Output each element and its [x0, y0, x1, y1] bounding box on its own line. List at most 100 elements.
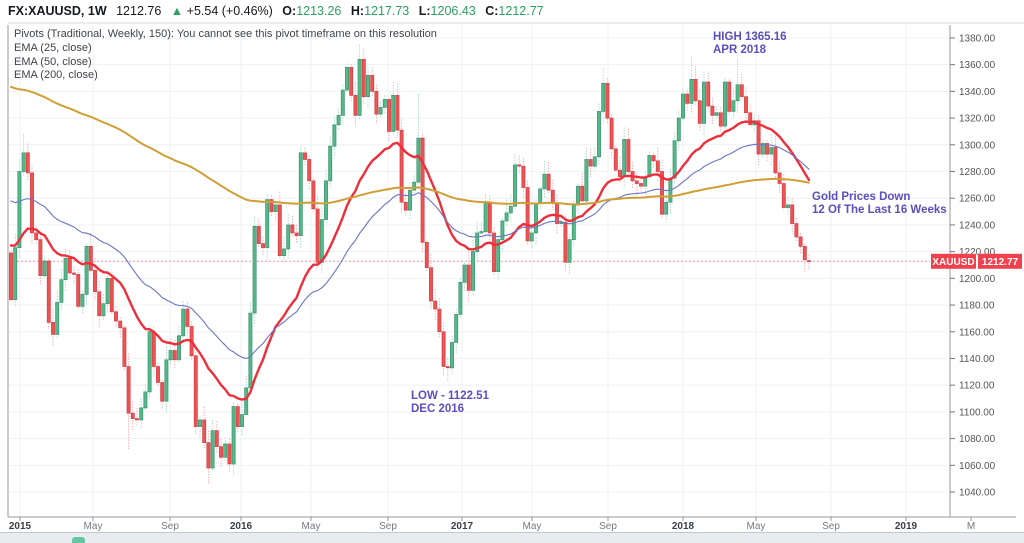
- candle: [324, 180, 328, 220]
- candle: [664, 201, 669, 215]
- candle: [542, 173, 547, 190]
- price-tick-label: 1260.00: [959, 194, 996, 205]
- candle: [471, 251, 475, 291]
- candle: [601, 83, 606, 112]
- candle: [546, 173, 551, 191]
- bottom-toolbar-strip: [0, 532, 1024, 543]
- candle: [168, 350, 173, 361]
- candle: [634, 180, 639, 184]
- candle: [17, 171, 22, 248]
- time-axis[interactable]: 2015 May Sep 2016 May Sep 2017 May Sep 2018 May Sep…: [9, 517, 975, 532]
- price-tick-label: 1220.00: [959, 247, 996, 258]
- time-tick-label: 2017: [451, 521, 474, 532]
- candle: [399, 129, 404, 203]
- candle: [655, 160, 660, 172]
- candle: [807, 260, 811, 262]
- price-tick-label: 1280.00: [959, 167, 996, 178]
- candle: [672, 140, 677, 179]
- candle: [802, 245, 807, 260]
- low-value: 1206.43: [430, 4, 476, 18]
- candle: [618, 169, 622, 178]
- candle: [88, 245, 93, 271]
- candle: [466, 264, 471, 291]
- price-label-box: [978, 253, 1022, 269]
- chart-frame: [7, 22, 1024, 518]
- candle: [416, 137, 421, 183]
- price-tick-label: 1180.00: [959, 301, 995, 312]
- candle: [403, 201, 408, 211]
- candle: [714, 112, 719, 116]
- candle: [219, 446, 223, 458]
- time-tick-label: Sep: [161, 521, 179, 532]
- candle: [613, 148, 618, 171]
- candle: [685, 93, 690, 104]
- candle: [55, 302, 60, 335]
- candle: [744, 96, 748, 114]
- candle: [563, 221, 568, 263]
- candle: [538, 188, 543, 204]
- candle: [63, 257, 68, 281]
- candle: [798, 236, 803, 247]
- candle: [185, 308, 190, 327]
- candle: [513, 164, 517, 207]
- candle: [315, 208, 320, 263]
- open-value: 1213.26: [296, 4, 342, 18]
- candle: [286, 224, 291, 250]
- close-value: 1212.77: [498, 4, 544, 18]
- candle: [496, 239, 501, 273]
- high-annotation-line2: APR 2018: [713, 43, 767, 56]
- legend-ema-25[interactable]: EMA (25, close): [14, 41, 92, 54]
- candle: [433, 300, 438, 310]
- candle: [25, 152, 30, 174]
- candle: [340, 89, 345, 116]
- legend-ema-200[interactable]: EMA (200, close): [14, 69, 98, 82]
- candle: [462, 264, 467, 283]
- legend-ema-50[interactable]: EMA (50, close): [14, 55, 92, 68]
- candle: [42, 260, 47, 277]
- candle: [30, 172, 34, 234]
- symbol-title[interactable]: FX:XAUUSD, 1W: [8, 4, 107, 18]
- price-axis[interactable]: 1040.00 1060.00 1080.00 1100.00 1120.00 1140.…: [950, 33, 996, 499]
- price-tick-label: 1380.00: [959, 33, 996, 44]
- legend-pivots[interactable]: Pivots (Traditional, Weekly, 150): You c…: [14, 28, 437, 40]
- candle: [647, 155, 652, 178]
- tradingview-logo-button[interactable]: [72, 537, 85, 543]
- open-label: O:: [282, 4, 297, 18]
- candle: [790, 204, 795, 224]
- candle: [46, 260, 51, 323]
- price-tick-label: 1080.00: [959, 434, 996, 445]
- candle: [294, 232, 299, 236]
- candle: [382, 99, 387, 108]
- candle: [479, 231, 484, 234]
- low-label: L:: [418, 4, 431, 18]
- time-tick-label: May: [523, 521, 542, 532]
- candle: [118, 320, 123, 329]
- candle: [51, 322, 55, 335]
- candle: [93, 269, 97, 293]
- candle: [349, 66, 354, 96]
- time-tick-label: May: [302, 521, 321, 532]
- ema-200-line: [10, 85, 810, 206]
- candle: [555, 203, 559, 224]
- low-annotation-line2: DEC 2016: [411, 402, 465, 415]
- candle: [172, 350, 177, 361]
- candle: [441, 331, 446, 367]
- time-tick-label: 2019: [895, 521, 918, 532]
- candle: [181, 308, 186, 337]
- candle: [227, 443, 232, 465]
- candle: [122, 327, 127, 367]
- candle: [109, 277, 114, 313]
- candle: [97, 291, 102, 317]
- candle: [361, 58, 366, 98]
- candle: [412, 181, 417, 191]
- low-annotation: LOW - 1122.51 DEC 2016: [411, 390, 489, 415]
- candle: [710, 105, 715, 116]
- candle: [748, 112, 753, 126]
- candle: [231, 406, 236, 465]
- candle: [265, 199, 270, 248]
- candle: [567, 239, 572, 263]
- candle: [727, 81, 732, 112]
- candle: [214, 430, 219, 447]
- time-tick-label: Sep: [822, 521, 840, 532]
